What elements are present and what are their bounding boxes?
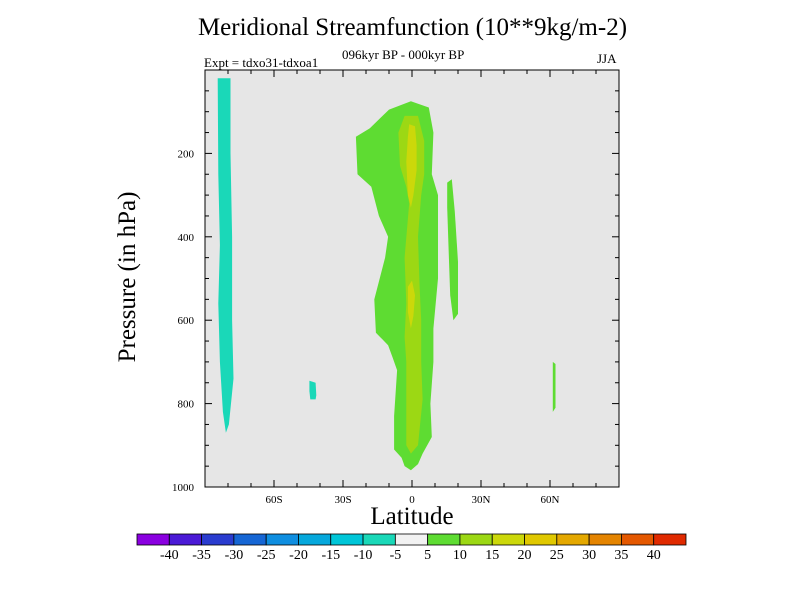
colorbar-label: -35 <box>192 548 211 563</box>
x-tick-label: 30N <box>472 494 491 506</box>
y-tick-label: 800 <box>178 399 195 411</box>
contour-region-6 <box>447 179 458 321</box>
colorbar-label: 30 <box>582 548 596 563</box>
colorbar-swatch <box>233 533 267 546</box>
colorbar-label: 35 <box>614 548 628 563</box>
x-tick-label: 60N <box>541 494 560 506</box>
experiment-label: Expt = tdxo31-tdxoa1 <box>204 55 319 70</box>
contour-region-5 <box>407 280 415 329</box>
colorbar-label: 20 <box>518 548 532 563</box>
y-tick-label: 600 <box>178 315 195 327</box>
colorbar-label: 40 <box>647 548 661 563</box>
y-tick-label: 200 <box>178 148 195 160</box>
colorbar-swatch <box>136 533 170 546</box>
contour-region-4 <box>406 124 417 208</box>
colorbar-swatch <box>362 533 396 546</box>
contour-region-7 <box>552 361 556 412</box>
colorbar-swatch <box>556 533 590 546</box>
contour-region-0 <box>217 78 234 433</box>
colorbar-swatch <box>201 533 235 546</box>
colorbar-label: 5 <box>424 548 431 563</box>
colorbar-swatch <box>298 533 332 546</box>
x-tick-label: 60S <box>265 494 282 506</box>
colorbar-label: -30 <box>225 548 244 563</box>
colorbar-swatch <box>621 533 655 546</box>
colorbar-swatch <box>394 533 429 546</box>
x-tick-label: 30S <box>334 494 351 506</box>
colorbar-label: 15 <box>485 548 499 563</box>
y-tick-label: 1000 <box>172 482 195 494</box>
colorbar-swatch <box>427 533 461 546</box>
colorbar-swatch <box>459 533 493 546</box>
colorbar-swatch <box>588 533 622 546</box>
colorbar-swatch <box>168 533 202 546</box>
colorbar-swatch <box>653 533 687 546</box>
colorbar-label: -10 <box>354 548 373 563</box>
colorbar-swatch <box>524 533 558 546</box>
colorbar-label: -25 <box>257 548 276 563</box>
colorbar-swatch <box>265 533 299 546</box>
colorbar-label: 10 <box>453 548 467 563</box>
colorbar-label: 25 <box>550 548 564 563</box>
chart-title: Meridional Streamfunction (10**9kg/m-2) <box>197 14 628 41</box>
colorbar-label: -40 <box>160 548 179 563</box>
contour-region-1 <box>309 380 317 400</box>
colorbar-swatch <box>330 533 364 546</box>
colorbar-label: -5 <box>390 548 402 563</box>
y-tick-label: 400 <box>178 232 195 244</box>
season-label: JJA <box>597 51 617 66</box>
x-tick-label: 0 <box>409 494 415 506</box>
colorbar-label: -20 <box>289 548 308 563</box>
x-axis-label: Latitude <box>370 503 454 530</box>
colorbar-label: -15 <box>321 548 340 563</box>
chart-subtitle: 096kyr BP - 000kyr BP <box>342 47 465 62</box>
colorbar-swatch <box>491 533 525 546</box>
